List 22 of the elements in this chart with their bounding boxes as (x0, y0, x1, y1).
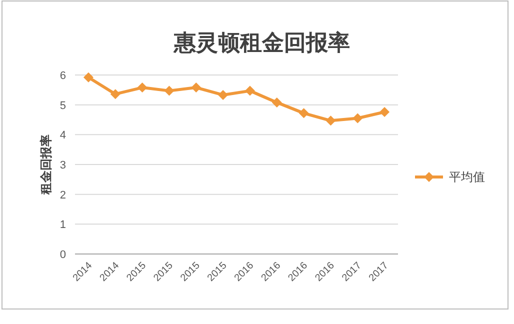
legend-label: 平均值 (449, 170, 485, 184)
point (272, 97, 282, 108)
y-tick-label: 1 (60, 219, 66, 232)
y-tick-label: 6 (60, 70, 66, 82)
y-tick-label: 3 (60, 160, 66, 172)
y-tick-label: 2 (60, 189, 66, 202)
y-tick-label: 4 (60, 130, 66, 142)
point (110, 89, 120, 100)
point (244, 86, 255, 96)
point (380, 106, 390, 117)
y-tick-label: 5 (60, 100, 66, 112)
point (352, 113, 363, 124)
y-tick-label: 0 (60, 249, 66, 261)
y-axis-title: 租金回报率 (39, 134, 53, 196)
point (137, 82, 148, 93)
point (326, 116, 336, 126)
point (164, 86, 174, 96)
point (298, 108, 309, 118)
point (218, 90, 228, 100)
chart-title: 惠灵顿租金回报率 (173, 30, 350, 55)
point (191, 82, 202, 93)
point (83, 72, 94, 82)
